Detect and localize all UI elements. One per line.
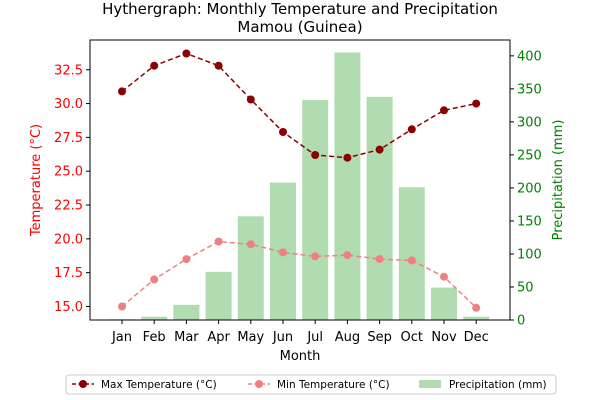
x-tick-label: Jan: [111, 330, 132, 345]
min-temp-point-aug: [343, 251, 352, 260]
left-tick-label: 22.5: [54, 199, 83, 214]
precip-bar-mar: [173, 304, 200, 320]
x-axis-label: Month: [280, 349, 321, 364]
legend-max-temp-label: Max Temperature (°C): [101, 379, 217, 391]
precip-bar-may: [237, 216, 264, 320]
x-tick-label: Oct: [401, 330, 423, 345]
precip-bar-oct: [398, 187, 425, 320]
max-temp-point-mar: [182, 49, 191, 58]
min-temp-point-oct: [407, 256, 416, 265]
max-temp-point-sep: [375, 145, 384, 154]
max-temp-point-aug: [343, 153, 352, 162]
right-tick-label: 0: [517, 314, 525, 329]
precip-bar-jul: [302, 100, 329, 320]
precip-bar-feb: [141, 316, 168, 320]
temperature-lines: [118, 49, 481, 312]
x-tick-label: Mar: [174, 330, 199, 345]
x-tick-label: Aug: [335, 330, 360, 345]
precip-bar-nov: [431, 287, 457, 320]
max-temp-line: [121, 52, 477, 159]
max-temp-point-oct: [407, 125, 416, 134]
precip-bar-apr: [205, 271, 232, 320]
min-temp-point-may: [246, 240, 255, 249]
x-tick-label: Apr: [207, 330, 230, 345]
left-tick-label: 32.5: [54, 63, 83, 78]
right-tick-label: 300: [517, 115, 542, 130]
x-tick-label: Dec: [464, 330, 489, 345]
max-temp-point-jan: [118, 87, 126, 96]
legend-max-temp-marker: [79, 380, 87, 388]
legend-precip-swatch: [419, 380, 441, 388]
left-axis-label: Temperature (°C): [29, 124, 44, 237]
x-tick-label: Feb: [143, 330, 166, 345]
max-temp-point-dec: [472, 99, 481, 108]
right-tick-label: 400: [517, 49, 542, 64]
right-tick-label: 200: [517, 181, 542, 196]
min-temp-point-jun: [279, 248, 287, 257]
x-tick-label: Jul: [306, 330, 323, 345]
legend-precip-label: Precipitation (mm): [449, 379, 547, 391]
min-temp-point-dec: [472, 303, 481, 312]
precip-bar-aug: [334, 52, 361, 320]
x-tick-label: Jun: [272, 330, 293, 345]
precipitation-bars: [109, 52, 490, 320]
left-tick-label: 25.0: [54, 165, 83, 180]
min-temp-point-jul: [311, 252, 320, 261]
x-tick-label: Sep: [367, 330, 392, 345]
left-tick-label: 15.0: [54, 300, 83, 315]
left-tick-label: 20.0: [54, 232, 83, 247]
min-temp-point-nov: [440, 272, 448, 281]
precip-bar-sep: [366, 96, 393, 320]
min-temp-point-apr: [214, 237, 223, 246]
max-temp-point-nov: [440, 106, 448, 115]
max-temp-point-feb: [150, 61, 159, 70]
x-tick-label: Nov: [431, 330, 457, 345]
left-axis-ticks: 15.0 17.5 20.0 22.5 25.0 27.5 30.0 32.5: [54, 63, 90, 315]
min-temp-point-feb: [150, 275, 159, 284]
legend: Max Temperature (°C) Min Temperature (°C…: [65, 374, 557, 395]
legend-min-temp-label: Min Temperature (°C): [277, 379, 390, 391]
right-axis-ticks: 0 50 100 150 200 250 300 350 400: [510, 49, 542, 329]
chart-subtitle: Mamou (Guinea): [237, 18, 362, 36]
min-temp-point-mar: [182, 255, 191, 264]
right-tick-label: 100: [517, 247, 542, 262]
legend-frame: [65, 374, 557, 395]
right-tick-label: 150: [517, 214, 542, 229]
max-temp-point-may: [246, 95, 255, 104]
right-tick-label: 50: [517, 280, 534, 295]
min-temp-point-jan: [118, 302, 126, 311]
legend-min-temp-marker: [255, 380, 263, 388]
max-temp-point-jul: [311, 151, 320, 159]
left-tick-label: 30.0: [54, 97, 83, 112]
min-temp-point-sep: [375, 255, 384, 264]
min-temp-line: [121, 240, 477, 309]
x-axis-ticks: Jan Feb Mar Apr May Jun Jul Aug Sep Oct Nov Dec: [111, 320, 489, 345]
left-tick-label: 17.5: [54, 266, 83, 281]
chart-title: Hythergraph: Monthly Temperature and Pre…: [102, 0, 498, 18]
right-axis-label: Precipitation (mm): [551, 120, 566, 241]
max-temp-point-apr: [214, 61, 223, 70]
right-tick-label: 350: [517, 82, 542, 97]
left-tick-label: 27.5: [54, 131, 83, 146]
plot-frame: [89, 39, 511, 321]
x-tick-label: May: [237, 330, 264, 345]
right-tick-label: 250: [517, 148, 542, 163]
precip-bar-dec: [463, 316, 490, 320]
max-temp-point-jun: [279, 128, 287, 136]
